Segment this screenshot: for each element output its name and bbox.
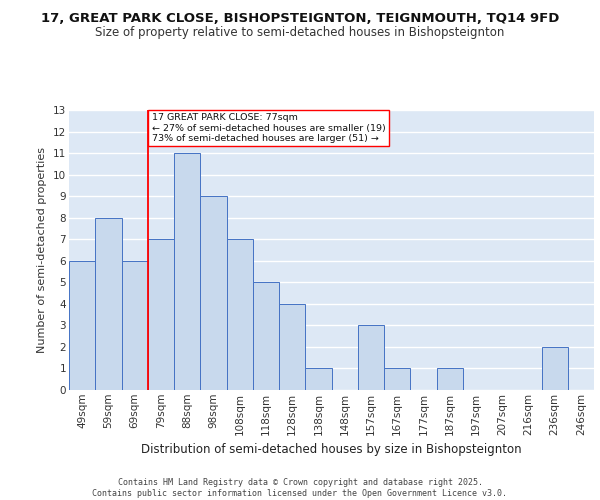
Bar <box>95 218 121 390</box>
Bar <box>69 261 95 390</box>
Bar <box>227 239 253 390</box>
Text: 17, GREAT PARK CLOSE, BISHOPSTEIGNTON, TEIGNMOUTH, TQ14 9FD: 17, GREAT PARK CLOSE, BISHOPSTEIGNTON, T… <box>41 12 559 26</box>
Bar <box>542 347 568 390</box>
Bar <box>200 196 227 390</box>
Text: 17 GREAT PARK CLOSE: 77sqm
← 27% of semi-detached houses are smaller (19)
73% of: 17 GREAT PARK CLOSE: 77sqm ← 27% of semi… <box>152 113 385 143</box>
Bar <box>358 326 384 390</box>
Y-axis label: Number of semi-detached properties: Number of semi-detached properties <box>37 147 47 353</box>
Bar <box>384 368 410 390</box>
Text: Contains HM Land Registry data © Crown copyright and database right 2025.
Contai: Contains HM Land Registry data © Crown c… <box>92 478 508 498</box>
Bar <box>174 153 200 390</box>
Bar <box>305 368 331 390</box>
Bar <box>279 304 305 390</box>
Bar <box>148 239 174 390</box>
Text: Size of property relative to semi-detached houses in Bishopsteignton: Size of property relative to semi-detach… <box>95 26 505 39</box>
X-axis label: Distribution of semi-detached houses by size in Bishopsteignton: Distribution of semi-detached houses by … <box>141 443 522 456</box>
Bar <box>437 368 463 390</box>
Bar <box>121 261 148 390</box>
Bar <box>253 282 279 390</box>
